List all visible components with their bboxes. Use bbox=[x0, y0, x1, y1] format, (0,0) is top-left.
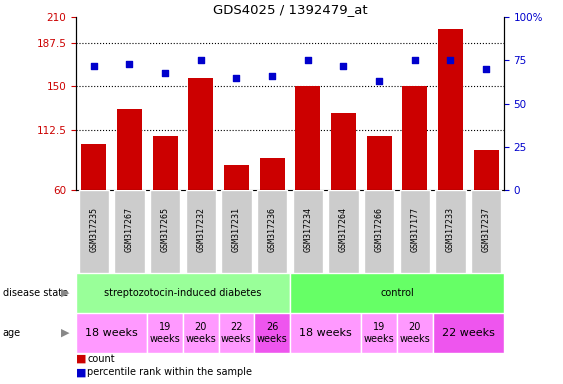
Text: percentile rank within the sample: percentile rank within the sample bbox=[87, 367, 252, 377]
Bar bbox=[438, 29, 463, 190]
Title: GDS4025 / 1392479_at: GDS4025 / 1392479_at bbox=[213, 3, 367, 16]
Text: 19
weeks: 19 weeks bbox=[364, 322, 395, 344]
Bar bbox=[295, 86, 320, 190]
Bar bbox=[117, 109, 142, 190]
Bar bbox=[361, 313, 397, 353]
Bar bbox=[79, 190, 109, 273]
Text: 20
weeks: 20 weeks bbox=[399, 322, 430, 344]
Bar bbox=[260, 158, 285, 190]
Text: ▶: ▶ bbox=[60, 328, 69, 338]
Point bbox=[267, 73, 276, 79]
Bar bbox=[254, 313, 290, 353]
Text: GSM317235: GSM317235 bbox=[90, 207, 99, 252]
Text: disease state: disease state bbox=[3, 288, 68, 298]
Text: ■: ■ bbox=[76, 367, 87, 377]
Bar bbox=[183, 313, 218, 353]
Text: GSM317234: GSM317234 bbox=[303, 207, 312, 252]
Text: GSM317236: GSM317236 bbox=[267, 207, 276, 252]
Bar bbox=[189, 78, 213, 190]
Text: 18 weeks: 18 weeks bbox=[299, 328, 352, 338]
Text: GSM317232: GSM317232 bbox=[196, 207, 205, 252]
Bar bbox=[290, 273, 504, 313]
Text: 20
weeks: 20 weeks bbox=[185, 322, 216, 344]
Bar bbox=[435, 190, 466, 273]
Text: count: count bbox=[87, 354, 115, 364]
Text: GSM317265: GSM317265 bbox=[160, 207, 169, 252]
Bar bbox=[76, 313, 148, 353]
Bar bbox=[82, 144, 106, 190]
Point bbox=[125, 61, 134, 67]
Text: 22 weeks: 22 weeks bbox=[442, 328, 495, 338]
Point bbox=[339, 63, 348, 69]
Bar bbox=[331, 113, 356, 190]
Text: GSM317266: GSM317266 bbox=[374, 207, 383, 252]
Text: GSM317267: GSM317267 bbox=[125, 207, 134, 252]
Point bbox=[160, 70, 169, 76]
Text: age: age bbox=[3, 328, 21, 338]
Point bbox=[374, 78, 383, 84]
Point bbox=[196, 58, 205, 64]
Bar bbox=[150, 190, 180, 273]
Text: 18 weeks: 18 weeks bbox=[85, 328, 138, 338]
Bar bbox=[400, 190, 430, 273]
Bar bbox=[293, 190, 323, 273]
Text: GSM317233: GSM317233 bbox=[446, 207, 455, 252]
Point bbox=[446, 58, 455, 64]
Bar bbox=[367, 136, 392, 190]
Bar bbox=[364, 190, 394, 273]
Bar bbox=[432, 313, 504, 353]
Bar bbox=[328, 190, 359, 273]
Text: GSM317231: GSM317231 bbox=[232, 207, 241, 252]
Bar bbox=[148, 313, 183, 353]
Bar bbox=[224, 165, 249, 190]
Text: 26
weeks: 26 weeks bbox=[257, 322, 288, 344]
Bar bbox=[218, 313, 254, 353]
Bar bbox=[186, 190, 216, 273]
Point bbox=[303, 58, 312, 64]
Text: ▶: ▶ bbox=[60, 288, 69, 298]
Text: GSM317264: GSM317264 bbox=[339, 207, 348, 252]
Point bbox=[90, 63, 99, 69]
Bar bbox=[221, 190, 252, 273]
Bar bbox=[402, 86, 427, 190]
Text: GSM317237: GSM317237 bbox=[481, 207, 490, 252]
Point bbox=[232, 75, 241, 81]
Bar bbox=[153, 136, 178, 190]
Bar bbox=[397, 313, 432, 353]
Bar bbox=[114, 190, 145, 273]
Bar bbox=[76, 273, 290, 313]
Bar bbox=[471, 190, 501, 273]
Text: ■: ■ bbox=[76, 354, 87, 364]
Bar bbox=[290, 313, 361, 353]
Text: 19
weeks: 19 weeks bbox=[150, 322, 181, 344]
Text: streptozotocin-induced diabetes: streptozotocin-induced diabetes bbox=[104, 288, 262, 298]
Text: 22
weeks: 22 weeks bbox=[221, 322, 252, 344]
Point bbox=[481, 66, 490, 72]
Text: control: control bbox=[380, 288, 414, 298]
Bar bbox=[473, 150, 499, 190]
Bar bbox=[257, 190, 287, 273]
Point bbox=[410, 58, 419, 64]
Text: GSM317177: GSM317177 bbox=[410, 207, 419, 252]
